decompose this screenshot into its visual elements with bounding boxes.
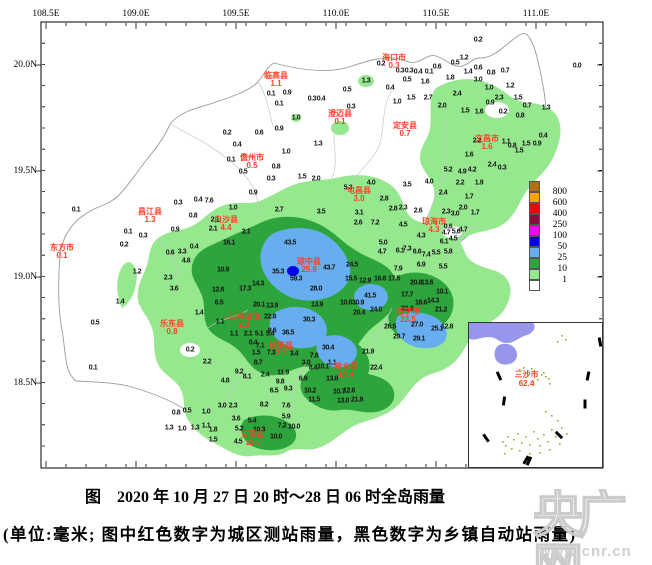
inset-mainland: [469, 323, 535, 365]
x-tick-label: 111.0E: [522, 9, 550, 19]
legend-color-cell: [529, 192, 540, 203]
y-tick-label: 20.0N: [13, 60, 38, 70]
south-china-sea-inset: 三沙市 62.4: [468, 322, 603, 468]
legend-color-cell: [529, 258, 540, 269]
x-tick-label: 108.5E: [32, 9, 60, 19]
legend-threshold-label: 50: [557, 242, 568, 252]
legend-threshold-label: 10: [557, 264, 568, 274]
inset-city-name: 三沙市: [514, 370, 539, 379]
legend-color-cell: [529, 247, 540, 258]
rain-band-25-50mm: [260, 228, 447, 368]
caption-title: 图 2020 年 10 月 27 日 20 时～28 日 06 时全岛雨量: [84, 489, 445, 506]
legend-threshold-label: 100: [552, 231, 567, 241]
legend-threshold-label: 600: [552, 198, 567, 208]
rain-band-50-100mm: [287, 266, 299, 276]
y-tick-label: 19.0N: [13, 272, 38, 282]
x-tick-label: 110.0E: [322, 9, 350, 19]
legend-color-cell: [529, 181, 540, 192]
inset-map: [469, 323, 603, 466]
legend-threshold-label: 800: [552, 187, 567, 197]
inset-dash-line: [482, 337, 603, 466]
x-tick-label: 110.5E: [422, 9, 450, 19]
legend-color-cell: [529, 236, 540, 247]
caption-note: (单位:毫米; 图中红色数字为城区测站雨量，黑色数字为乡镇自动站雨量): [3, 525, 577, 544]
legend-threshold-label: 1: [562, 275, 567, 285]
x-tick-label: 109.5E: [222, 9, 250, 19]
inset-city-value: 62.4: [518, 379, 535, 388]
y-tick-label: 19.5N: [13, 166, 38, 176]
legend-color-cell: [529, 214, 540, 225]
legend-threshold-label: 25: [557, 253, 568, 263]
inset-island-dots: [502, 335, 568, 455]
legend-color-cell: [529, 225, 540, 236]
county-boundaries: [155, 81, 479, 413]
legend-color-cell: [529, 269, 540, 280]
legend-color-cell: [529, 203, 540, 214]
legend-threshold-label: 400: [552, 209, 567, 219]
x-tick-label: 109.0E: [122, 9, 150, 19]
legend-threshold-label: 250: [552, 220, 567, 230]
y-tick-label: 18.5N: [13, 378, 38, 388]
inset-city-station: 三沙市 62.4: [469, 370, 584, 388]
legend-color-cell: [529, 280, 540, 291]
